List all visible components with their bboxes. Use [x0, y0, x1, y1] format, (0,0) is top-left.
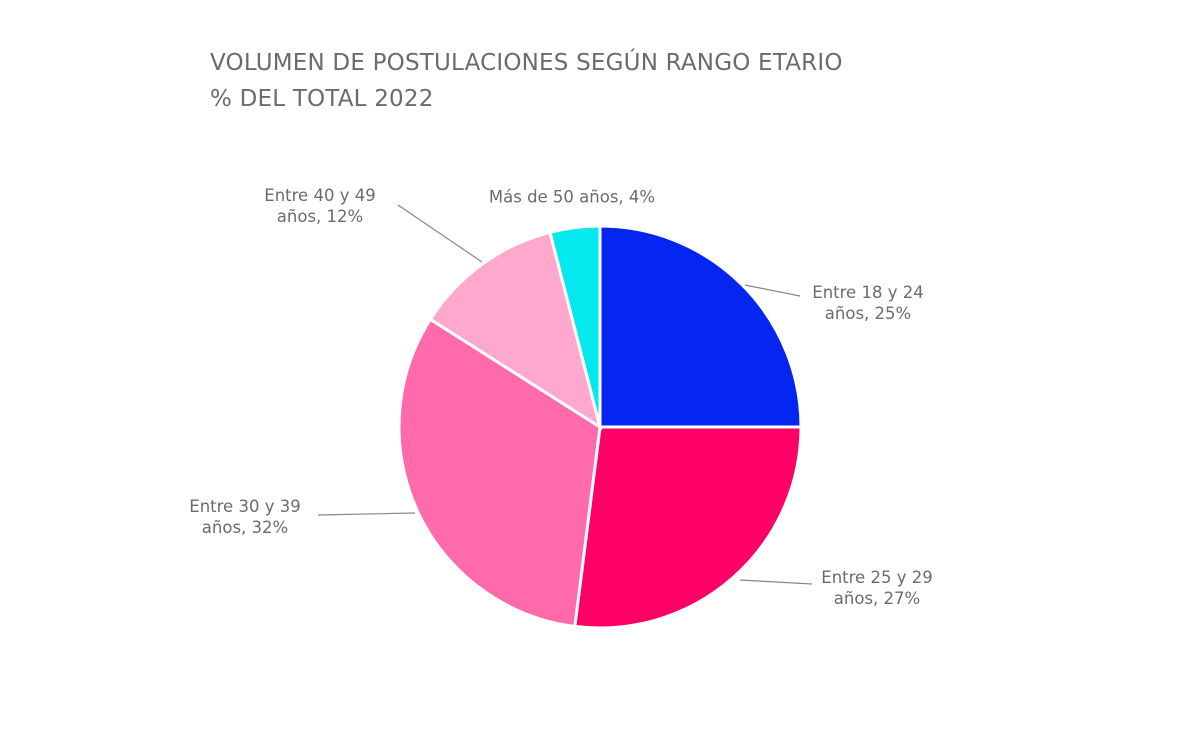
leader-line	[744, 284, 801, 297]
data-label: Entre 40 y 49 años, 12%	[264, 186, 376, 226]
chart-title: VOLUMEN DE POSTULACIONES SEGÚN RANGO ETA…	[210, 50, 843, 76]
leader-line	[397, 204, 483, 263]
data-label: Entre 25 y 29 años, 27%	[821, 568, 933, 608]
data-label: Entre 18 y 24 años, 25%	[812, 283, 924, 323]
chart-subtitle: % DEL TOTAL 2022	[210, 86, 434, 112]
leader-line	[739, 579, 813, 585]
data-label: Más de 50 años, 4%	[488, 187, 656, 207]
pie-slice	[573, 425, 803, 630]
data-label: Entre 30 y 39 años, 32%	[189, 497, 301, 537]
leader-line	[317, 512, 416, 516]
pie-slice	[548, 224, 602, 428]
pie-slice	[428, 230, 603, 431]
pie-slice	[598, 224, 803, 429]
